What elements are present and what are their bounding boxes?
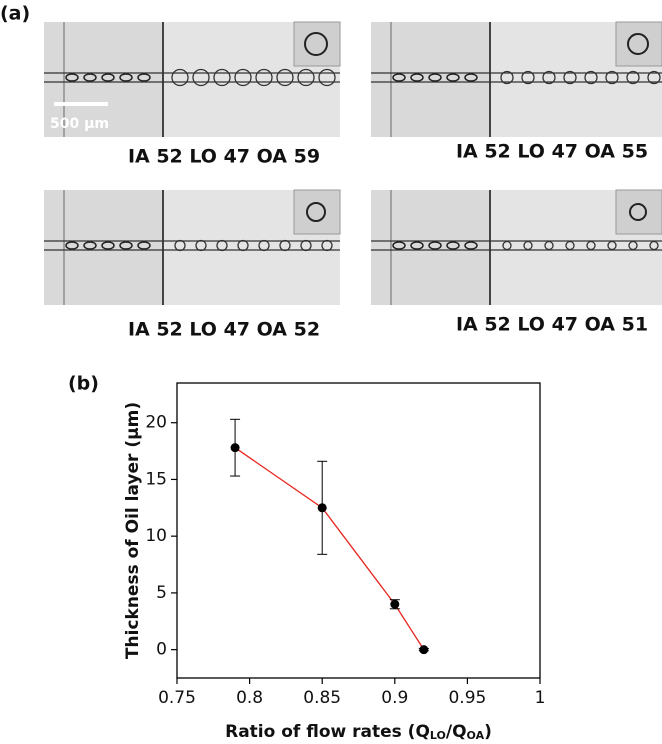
droplet [276, 68, 294, 87]
inset-drop [304, 32, 328, 56]
subscript: LO [430, 729, 446, 742]
plug [410, 241, 424, 250]
y-tick-label: 0 [156, 640, 167, 660]
plug [65, 73, 79, 82]
caption: IA 52 LO 47 OA 51 [456, 314, 648, 336]
panel-label: (a) [0, 3, 30, 25]
droplet [544, 240, 554, 251]
x-tick-label: 0.95 [448, 688, 486, 708]
x-tick-label: 1 [535, 688, 546, 708]
y-tick-label: 5 [156, 583, 167, 603]
x-tick-label: 0.85 [303, 688, 341, 708]
subscript: OA [467, 729, 485, 742]
droplet [255, 68, 273, 87]
droplet [216, 239, 228, 252]
droplet [171, 68, 189, 87]
y-tick-label: 10 [145, 526, 167, 546]
droplet [195, 239, 207, 252]
marker [230, 443, 240, 453]
y-tick-label: 15 [145, 469, 167, 489]
plug [428, 73, 442, 82]
droplet [192, 68, 210, 87]
x-tick-label: 0.75 [158, 688, 196, 708]
inset-drop [629, 203, 647, 221]
plug [446, 241, 460, 250]
caption: IA 52 LO 47 OA 59 [128, 146, 320, 168]
plug [83, 241, 97, 250]
micrograph [371, 21, 662, 137]
droplet [321, 239, 333, 252]
marker [419, 645, 429, 655]
label-part: ) [484, 722, 492, 742]
plug [101, 73, 115, 82]
droplet [237, 239, 249, 252]
droplet [502, 240, 512, 251]
droplet [626, 70, 640, 85]
inset [615, 21, 662, 67]
plug [428, 241, 442, 250]
x-axis-label: Ratio of flow rates (QLO/QOA) [225, 722, 492, 742]
plug [119, 241, 133, 250]
droplet [523, 240, 533, 251]
droplet [607, 240, 617, 251]
droplet [565, 240, 575, 251]
plug [446, 73, 460, 82]
x-tick-label: 0.8 [236, 688, 263, 708]
droplet [500, 70, 514, 85]
plug [392, 241, 406, 250]
inset [293, 189, 341, 235]
droplet [174, 239, 186, 252]
plug [137, 241, 151, 250]
plot-frame [176, 382, 541, 679]
plug [464, 241, 478, 250]
scale-bar [54, 102, 108, 106]
droplet [586, 240, 596, 251]
micrograph [44, 21, 341, 137]
marker [317, 503, 327, 513]
droplet [647, 70, 661, 85]
droplet [234, 68, 252, 87]
droplet [628, 240, 638, 251]
micrograph [371, 189, 662, 305]
droplet [605, 70, 619, 85]
marker [390, 599, 400, 609]
droplet [563, 70, 577, 85]
inset-drop [306, 202, 326, 222]
scale-bar-label: 500 µm [50, 116, 109, 132]
droplet [279, 239, 291, 252]
droplet [649, 240, 659, 251]
plug [392, 73, 406, 82]
droplet [213, 68, 231, 87]
plug [410, 73, 424, 82]
label-part: Ratio of flow rates (Q [225, 722, 430, 742]
plug [137, 73, 151, 82]
droplet [318, 68, 336, 87]
micrograph [44, 189, 341, 305]
inset [615, 189, 662, 235]
inset [293, 21, 341, 67]
y-tick-label: 20 [145, 413, 167, 433]
x-tick-label: 0.9 [381, 688, 408, 708]
inset-drop [627, 33, 649, 55]
droplet [521, 70, 535, 85]
y-axis-label: Thickness of Oil layer (μm) [123, 402, 143, 659]
droplet [258, 239, 270, 252]
caption: IA 52 LO 47 OA 55 [456, 141, 648, 163]
droplet [542, 70, 556, 85]
series-line [234, 447, 425, 650]
caption: IA 52 LO 47 OA 52 [128, 319, 320, 341]
plug [101, 241, 115, 250]
label-part: /Q [446, 722, 467, 742]
plug [83, 73, 97, 82]
droplet [584, 70, 598, 85]
panel-label: (b) [68, 373, 99, 395]
droplet [297, 68, 315, 87]
droplet [300, 239, 312, 252]
plug [65, 241, 79, 250]
plug [119, 73, 133, 82]
plug [464, 73, 478, 82]
